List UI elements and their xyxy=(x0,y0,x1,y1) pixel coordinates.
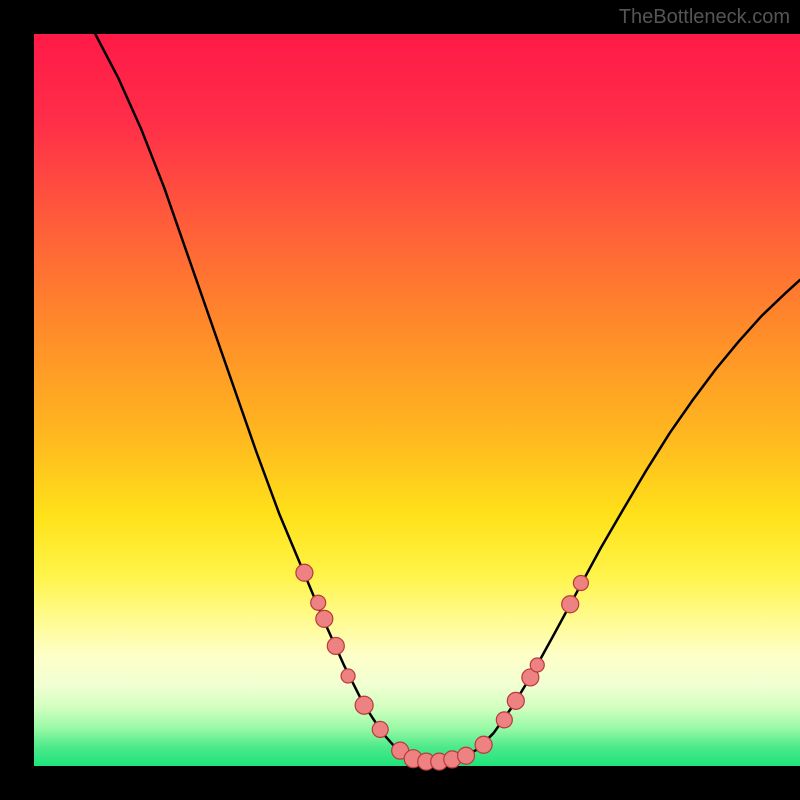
data-marker xyxy=(296,564,313,581)
data-marker xyxy=(458,747,475,764)
data-marker xyxy=(507,692,524,709)
data-marker xyxy=(311,595,326,610)
data-marker xyxy=(316,610,333,627)
data-marker xyxy=(573,576,588,591)
data-marker xyxy=(341,669,355,683)
watermark-text: TheBottleneck.com xyxy=(619,6,790,29)
data-marker xyxy=(496,712,512,728)
data-marker xyxy=(327,637,344,654)
data-marker xyxy=(530,658,544,672)
data-marker xyxy=(562,596,579,613)
data-marker xyxy=(475,736,492,753)
data-marker xyxy=(355,696,373,714)
chart-stage: TheBottleneck.com xyxy=(0,0,800,800)
data-marker xyxy=(372,721,388,737)
bottleneck-chart xyxy=(0,0,800,800)
plot-background xyxy=(34,34,800,766)
